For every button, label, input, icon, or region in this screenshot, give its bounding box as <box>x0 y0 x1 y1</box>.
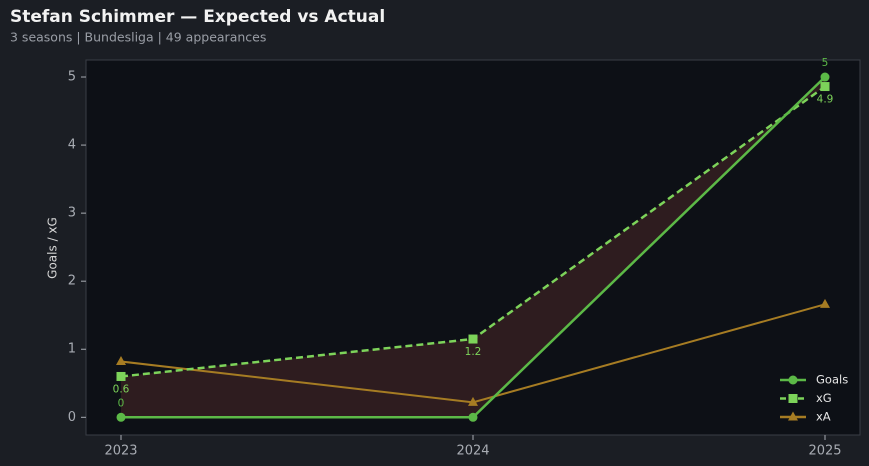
x-tick-label: 2023 <box>104 444 137 459</box>
y-tick-label: 5 <box>68 70 76 85</box>
chart-title: Stefan Schimmer — Expected vs Actual <box>10 7 385 27</box>
value-label: 1.2 <box>465 346 482 358</box>
subtitle: 3 seasons | Bundesliga | 49 appearances <box>10 30 266 45</box>
y-tick-label: 0 <box>68 410 76 425</box>
data-point <box>820 298 830 308</box>
legend-marker <box>788 411 798 421</box>
value-label: 4.9 <box>817 94 834 106</box>
data-point <box>468 334 478 344</box>
data-point <box>820 82 830 92</box>
value-label: 0 <box>118 397 125 409</box>
legend-marker <box>788 394 798 403</box>
x-tick-label: 2025 <box>808 444 841 459</box>
legend-label: xG <box>816 391 832 405</box>
x-tick-label: 2024 <box>456 444 489 459</box>
data-point <box>468 412 478 422</box>
data-point <box>116 355 126 365</box>
y-tick-label: 4 <box>68 138 76 153</box>
legend-label: xA <box>816 410 831 424</box>
legend-marker <box>788 375 798 385</box>
data-point <box>116 371 126 381</box>
value-label: 0.6 <box>113 383 130 395</box>
y-tick-label: 2 <box>68 274 76 289</box>
y-axis-label: Goals / xG <box>46 217 60 279</box>
value-label: 5 <box>822 57 829 69</box>
data-point <box>820 72 830 82</box>
y-tick-label: 3 <box>68 206 76 221</box>
fill-between <box>121 77 825 418</box>
y-tick-label: 1 <box>68 342 76 357</box>
data-point <box>468 396 478 406</box>
legend-label: Goals <box>816 373 848 387</box>
data-point <box>116 412 126 422</box>
